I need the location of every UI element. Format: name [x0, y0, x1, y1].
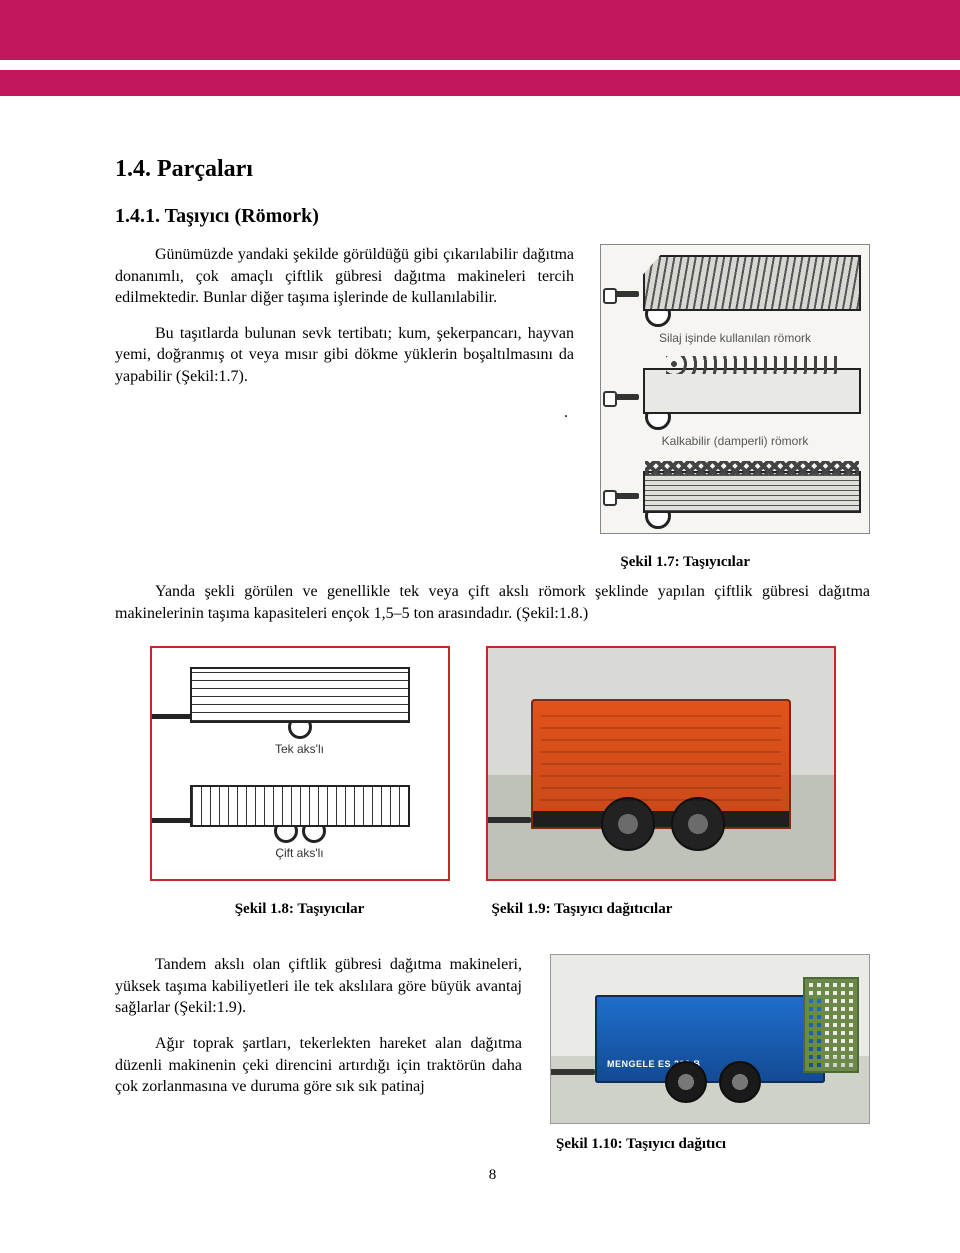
- figure-1-8-caption: Şekil 1.8: Taşıyıcılar: [150, 901, 450, 918]
- intro-text-column: Günümüzde yandaki şekilde görüldüğü gibi…: [115, 244, 574, 437]
- figures-8-9-captions: Şekil 1.8: Taşıyıcılar Şekil 1.9: Taşıyı…: [115, 901, 870, 918]
- wheel-icon: [671, 797, 725, 851]
- wheel-icon: [665, 1061, 707, 1103]
- paragraph-2: Bu taşıtlarda bulunan sevk tertibatı; ku…: [115, 323, 574, 388]
- figure-1-10-frame: MENGELE ES 200 B: [550, 954, 870, 1124]
- damper-trailer-sketch: Kalkabilir (damperli) römork: [609, 368, 861, 448]
- single-axle-label: Tek aks'lı: [275, 742, 324, 756]
- silage-trailer-sketch: Silaj işinde kullanılan römork: [609, 255, 861, 345]
- figure-1-10-caption: Şekil 1.10: Taşıyıcı dağıtıcı: [550, 1136, 870, 1153]
- orange-spreader-trailer: [531, 699, 791, 829]
- soil-trailer-sketch: [609, 471, 861, 529]
- figure-1-7-caption: Şekil 1.7: Taşıyıcılar: [115, 554, 870, 571]
- wheel-icon: [719, 1061, 761, 1103]
- single-axle-sketch: Tek aks'lı: [162, 667, 438, 756]
- double-axle-sketch: Çift aks'lı: [162, 775, 438, 860]
- double-axle-label: Çift aks'lı: [275, 846, 323, 860]
- figure-1-10-container: MENGELE ES 200 B Şekil 1.10: Taşıyıcı da…: [550, 954, 870, 1153]
- paragraph-5: Ağır toprak şartları, tekerlekten hareke…: [115, 1033, 522, 1098]
- header-color-band: [0, 0, 960, 96]
- page-content: 1.4. Parçaları 1.4.1. Taşıyıcı (Römork) …: [0, 96, 960, 1214]
- silage-trailer-label: Silaj işinde kullanılan römork: [609, 331, 861, 345]
- paragraph-4: Tandem akslı olan çiftlik gübresi dağıtm…: [115, 954, 522, 1019]
- paragraph-1: Günümüzde yandaki şekilde görüldüğü gibi…: [115, 244, 574, 309]
- header-band-gap: [0, 60, 960, 70]
- section-heading: 1.4. Parçaları: [115, 156, 870, 183]
- damper-trailer-label: Kalkabilir (damperli) römork: [609, 434, 861, 448]
- figure-1-7-frame: Silaj işinde kullanılan römork Kalkabili…: [600, 244, 870, 534]
- tandem-row: Tandem akslı olan çiftlik gübresi dağıtm…: [115, 954, 870, 1153]
- figure-1-7-container: Silaj işinde kullanılan römork Kalkabili…: [600, 244, 870, 534]
- blue-spreader-trailer: MENGELE ES 200 B: [595, 995, 825, 1083]
- paragraph-3: Yanda şekli görülen ve genellikle tek ve…: [115, 581, 870, 624]
- subsection-heading: 1.4.1. Taşıyıcı (Römork): [115, 205, 870, 228]
- figures-8-9-row: Tek aks'lı Çift aks'lı: [115, 646, 870, 881]
- tandem-text-column: Tandem akslı olan çiftlik gübresi dağıtm…: [115, 954, 522, 1112]
- figure-1-8-frame: Tek aks'lı Çift aks'lı: [150, 646, 450, 881]
- paragraph-2-dot: .: [115, 402, 574, 424]
- wheel-icon: [601, 797, 655, 851]
- intro-row: Günümüzde yandaki şekilde görüldüğü gibi…: [115, 244, 870, 534]
- figure-1-9-caption: Şekil 1.9: Taşıyıcı dağıtıcılar: [486, 901, 836, 918]
- figure-1-9-frame: [486, 646, 836, 881]
- page-number: 8: [115, 1167, 870, 1184]
